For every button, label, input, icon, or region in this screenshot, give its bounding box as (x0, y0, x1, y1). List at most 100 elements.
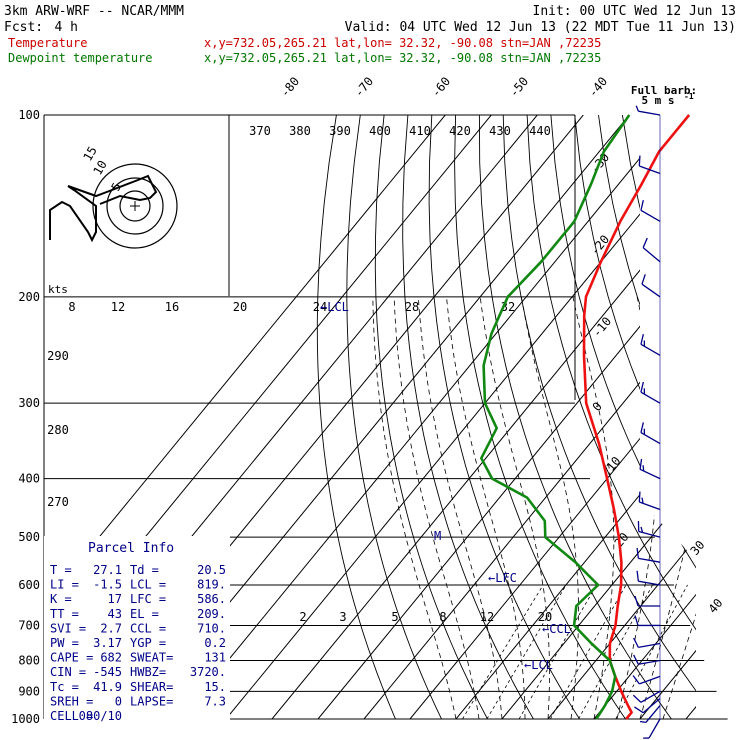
parcel-info-cell: Td = (130, 563, 159, 577)
dry-adiabat (669, 115, 696, 719)
isotherm-label: -10 (590, 314, 615, 340)
moist-adiabat (662, 296, 696, 719)
wind-barb (642, 237, 661, 263)
parcel-info-cell: T = (50, 563, 72, 577)
theta-label: 430 (489, 124, 511, 138)
parcel-info-cell: 43 (108, 607, 122, 621)
speed-label: 24 (313, 300, 327, 314)
isotherm (179, 115, 676, 719)
parcel-info-title: Parcel Info (88, 541, 174, 556)
wind-barb (638, 155, 661, 175)
speed-label: 20 (233, 300, 247, 314)
wind-barb (634, 615, 660, 627)
dewpoint-curve (479, 114, 631, 720)
dry-adiabat (718, 115, 740, 719)
dry-adiabat (346, 115, 442, 719)
parcel-info-cell: CIN = (50, 665, 86, 679)
theta-label: 270 (47, 495, 69, 509)
moist-adiabat (417, 296, 503, 719)
wind-barb (643, 718, 661, 739)
dry-adiabat (428, 115, 580, 719)
forecast-hour: 4 h (55, 20, 78, 35)
isotherm-label: -70 (352, 74, 377, 100)
theta-label: 440 (529, 124, 551, 138)
pressure-label: 100 (18, 108, 40, 122)
hodograph-ring (106, 177, 164, 235)
wind-barb (635, 105, 661, 116)
pressure-label: 700 (18, 618, 40, 632)
isotherm-label: -40 (586, 74, 611, 100)
legend-temperature: Temperature (8, 36, 87, 50)
barb-key-exponent: -1 (684, 92, 694, 101)
parcel-info-cell: SVI = (50, 621, 86, 635)
parcel-info-cell: CCL = (130, 621, 166, 635)
mixing-ratio-label: 8 (439, 610, 446, 624)
pressure-label: 200 (18, 290, 40, 304)
parcel-annotation-ccl: ←CCL (542, 622, 571, 636)
parcel-info-cell: 41.9 (93, 680, 122, 694)
parcel-info-cell: 27.1 (93, 563, 122, 577)
hodograph-ring-label: 10 (90, 158, 109, 178)
barb-key-units: 5 m s (641, 94, 674, 107)
model-title: 3km ARW-WRF -- NCAR/MMM (4, 4, 184, 19)
barb-key-title: Full barb: (631, 84, 697, 97)
hodograph-units: kts (48, 283, 68, 296)
parcel-info-cell: SREH = (50, 694, 93, 708)
isotherm-label: -80 (278, 74, 303, 100)
isotherm-label: -50 (507, 74, 532, 100)
mixing-ratio-label: 5 (391, 610, 398, 624)
pressure-label: 900 (18, 684, 40, 698)
parcel-info-cell: 0 (115, 694, 122, 708)
parcel-info-cell: EL = (130, 607, 159, 621)
parcel-info-box: Parcel Info T = 27.1 Td = 20.5 LI = -1.5 LCL =… (44, 536, 230, 724)
parcel-info-cell: HWBZ= (130, 665, 166, 679)
hodograph-trace (49, 174, 158, 243)
parcel-info-cell: 3720. (190, 665, 226, 679)
dry-adiabat (374, 115, 488, 719)
speed-label: 8 (68, 300, 75, 314)
parcel-info-cell: TT = (50, 607, 79, 621)
isotherm (501, 115, 696, 719)
isotherm-label: 40 (706, 596, 726, 616)
theta-label: 410 (409, 124, 431, 138)
sounding-curves (479, 114, 691, 720)
theta-label: 380 (289, 124, 311, 138)
parcel-info-cell: Tc = (50, 680, 79, 694)
moist-adiabat (572, 296, 615, 719)
dry-adiabat (574, 115, 696, 719)
parcel-info-cell: LI = (50, 578, 79, 592)
mixing-ratio-label: 12 (480, 610, 494, 624)
dry-adiabat (402, 115, 534, 719)
legend-dewpoint-location: x,y=732.05,265.21 lat,lon= 32.32, -90.08… (204, 51, 601, 65)
dry-adiabat (693, 115, 696, 719)
wind-barb (632, 690, 661, 703)
parcel-info-cell: SWEAT= (130, 651, 173, 665)
forecast-label: Fcst: (4, 20, 43, 35)
init-time: Init: 00 UTC Wed 12 Jun 13 (533, 4, 737, 19)
parcel-info-cell: 586. (197, 592, 226, 606)
parcel-annotation-lcl: ←LCL (320, 300, 349, 314)
parcel-info-cell: -1.5 (93, 578, 122, 592)
wind-barb (640, 334, 661, 356)
parcel-info-cell: 7.3 (204, 694, 226, 708)
isotherm (593, 115, 696, 719)
wind-barbs (632, 105, 661, 739)
legend-dewpoint: Dewpoint temperature (8, 51, 153, 65)
wind-barb (633, 637, 661, 648)
parcel-info-cell: CAPE = (50, 651, 93, 665)
mixing-ratio-label: 3 (339, 610, 346, 624)
parcel-info-cell: 20.5 (197, 563, 226, 577)
wind-barb (639, 705, 661, 724)
isotherm-label: 20 (612, 530, 632, 550)
parcel-annotation-m: M (434, 529, 441, 543)
parcel-info-cell: 2.7 (100, 621, 122, 635)
wind-barb (637, 521, 661, 538)
hodograph-ring (92, 163, 178, 249)
parcel-info-cell: YGP = (130, 636, 166, 650)
isotherm-label: 30 (688, 538, 708, 558)
speed-label: 28 (405, 300, 419, 314)
wind-barb (633, 654, 661, 665)
theta-label: 390 (329, 124, 351, 138)
isotherm (363, 115, 696, 719)
